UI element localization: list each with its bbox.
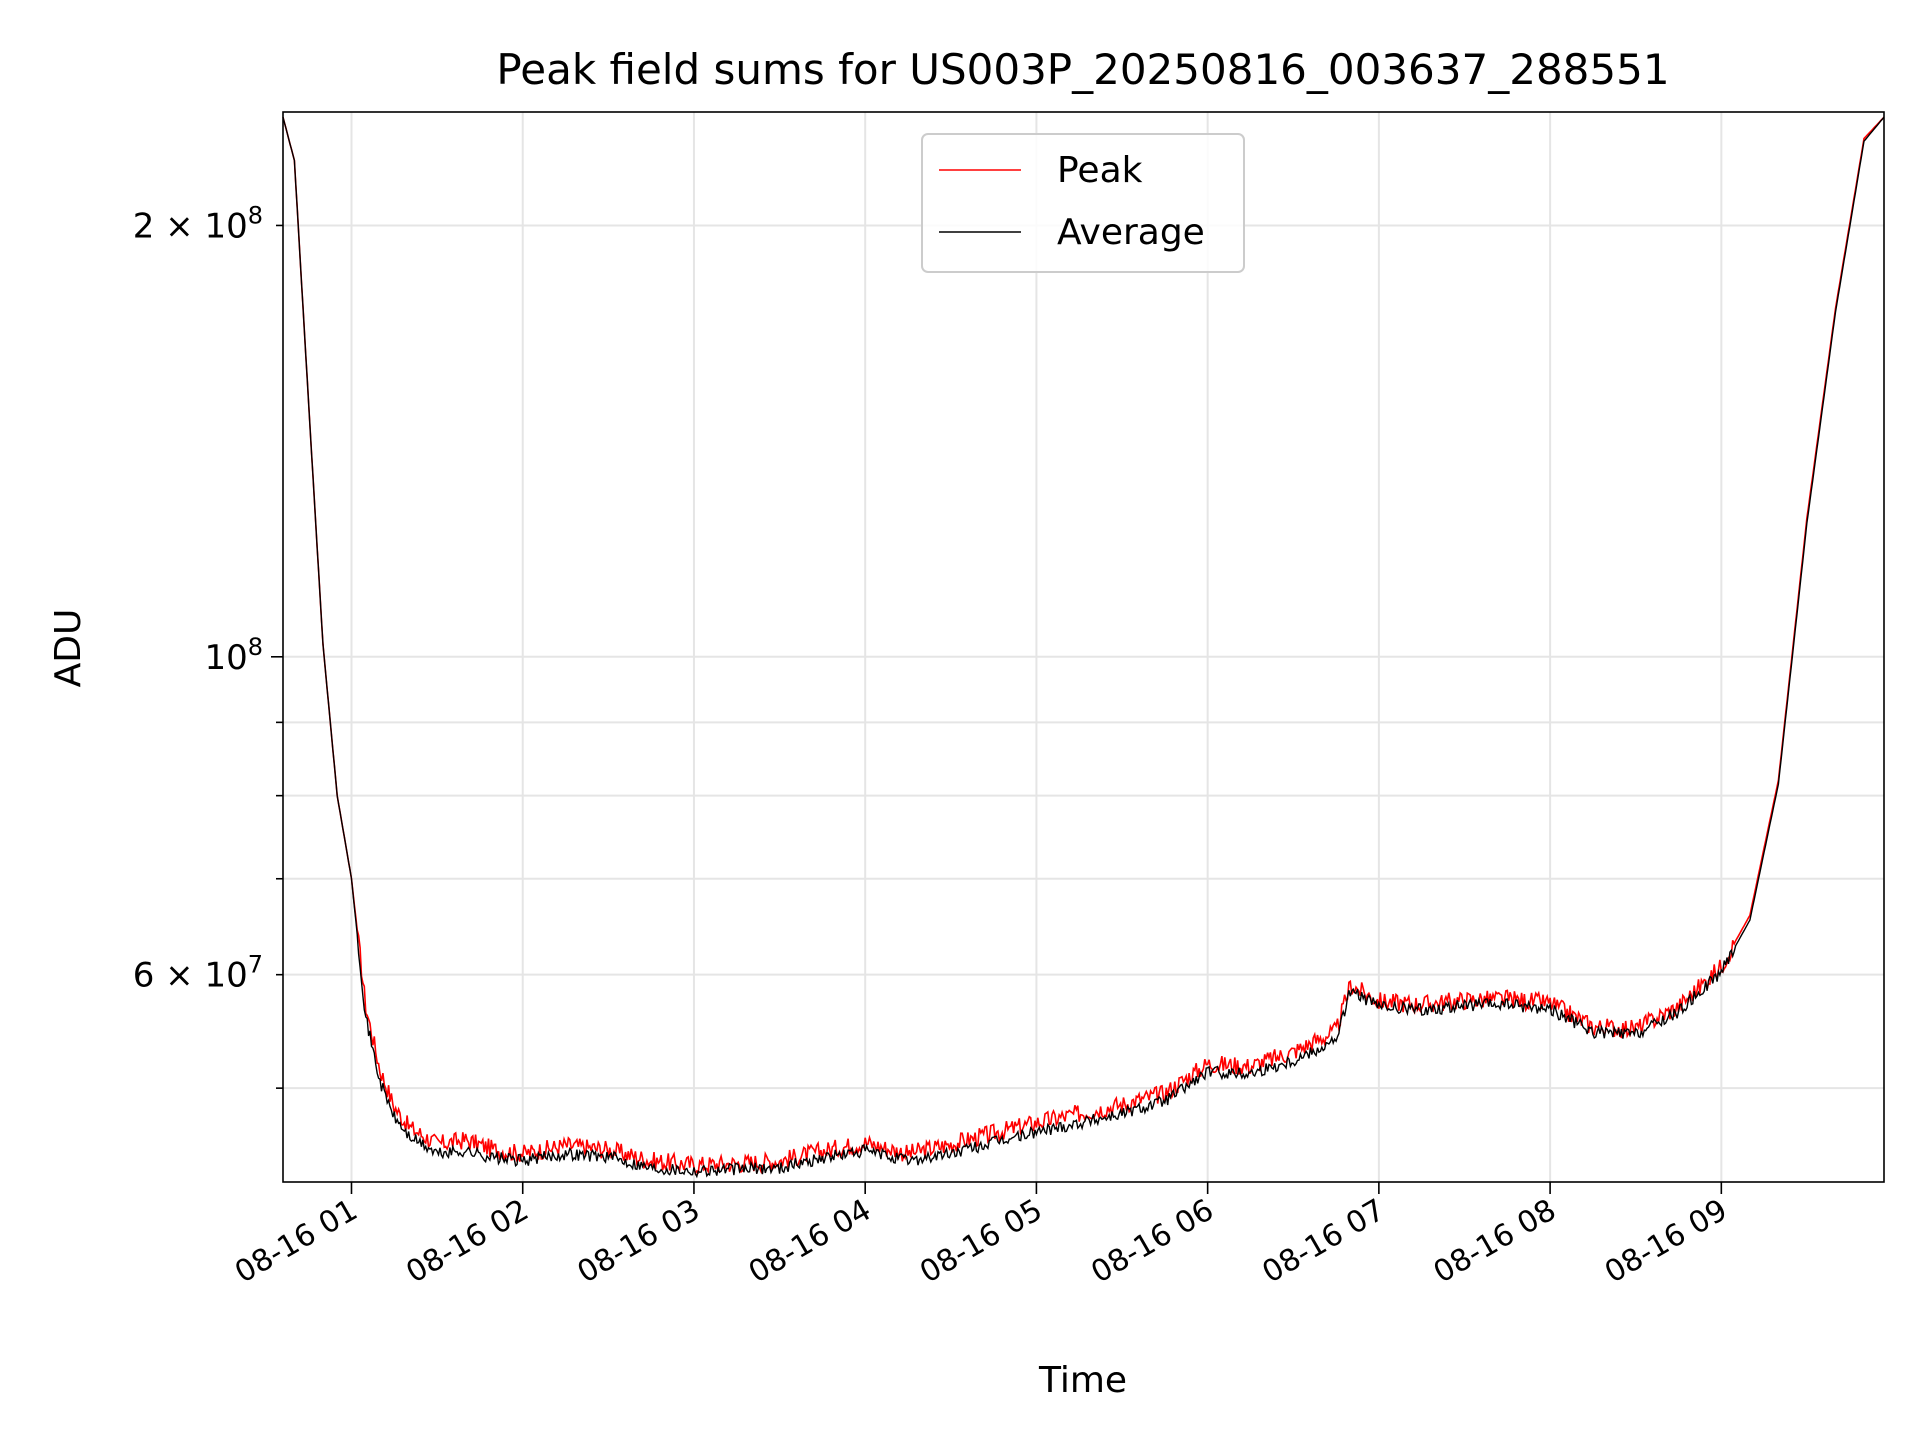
x-axis-label: Time xyxy=(1038,1360,1127,1401)
y-tick-label: 6 × 107 xyxy=(133,951,263,996)
y-tick-label: 108 xyxy=(204,633,263,678)
series-line-peak xyxy=(282,116,1885,1176)
series-line-average xyxy=(282,116,1885,1179)
legend: Peak Average xyxy=(921,133,1245,273)
legend-label-peak: Peak xyxy=(1057,150,1143,191)
legend-label-average: Average xyxy=(1057,212,1205,253)
y-tick-label: 2 × 108 xyxy=(133,201,263,246)
plot-frame xyxy=(282,111,1885,1183)
series-layer xyxy=(282,116,1885,1179)
y-axis-label: ADU xyxy=(48,609,89,688)
legend-box xyxy=(921,133,1245,273)
chart-title: Peak field sums for US003P_20250816_0036… xyxy=(496,45,1669,94)
